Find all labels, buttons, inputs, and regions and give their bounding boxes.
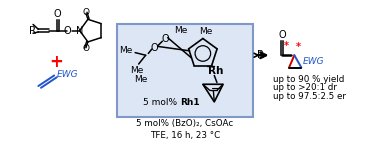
Text: Me: Me (119, 46, 132, 55)
Text: O: O (82, 8, 89, 17)
Text: *: * (284, 41, 289, 51)
Text: O: O (64, 26, 71, 36)
Text: +: + (49, 53, 63, 71)
Text: Rh1: Rh1 (180, 98, 200, 107)
Text: O: O (151, 43, 158, 53)
Text: R: R (257, 50, 265, 60)
Text: O: O (82, 44, 89, 53)
Text: *: * (295, 42, 301, 52)
Text: 5 mol% (BzO)₂, CsOAc
TFE, 16 h, 23 °C: 5 mol% (BzO)₂, CsOAc TFE, 16 h, 23 °C (136, 119, 234, 140)
Text: Me: Me (130, 66, 144, 75)
Text: up to 97.5:2.5 er: up to 97.5:2.5 er (273, 92, 346, 101)
Text: R: R (29, 26, 36, 36)
Text: O: O (278, 30, 286, 40)
Text: O: O (54, 9, 62, 19)
Text: Me: Me (135, 75, 148, 84)
Text: EWG: EWG (57, 70, 79, 79)
Text: Rh: Rh (208, 66, 224, 76)
Text: up to 90 % yield: up to 90 % yield (273, 75, 345, 84)
Text: Me: Me (199, 27, 212, 36)
Text: Me: Me (174, 26, 187, 35)
Text: N: N (76, 26, 84, 36)
FancyBboxPatch shape (117, 24, 253, 117)
Text: up to >20:1 dr: up to >20:1 dr (273, 83, 337, 92)
Text: 5 mol%: 5 mol% (143, 98, 180, 107)
Text: O: O (161, 34, 169, 44)
Text: EWG: EWG (303, 57, 325, 66)
